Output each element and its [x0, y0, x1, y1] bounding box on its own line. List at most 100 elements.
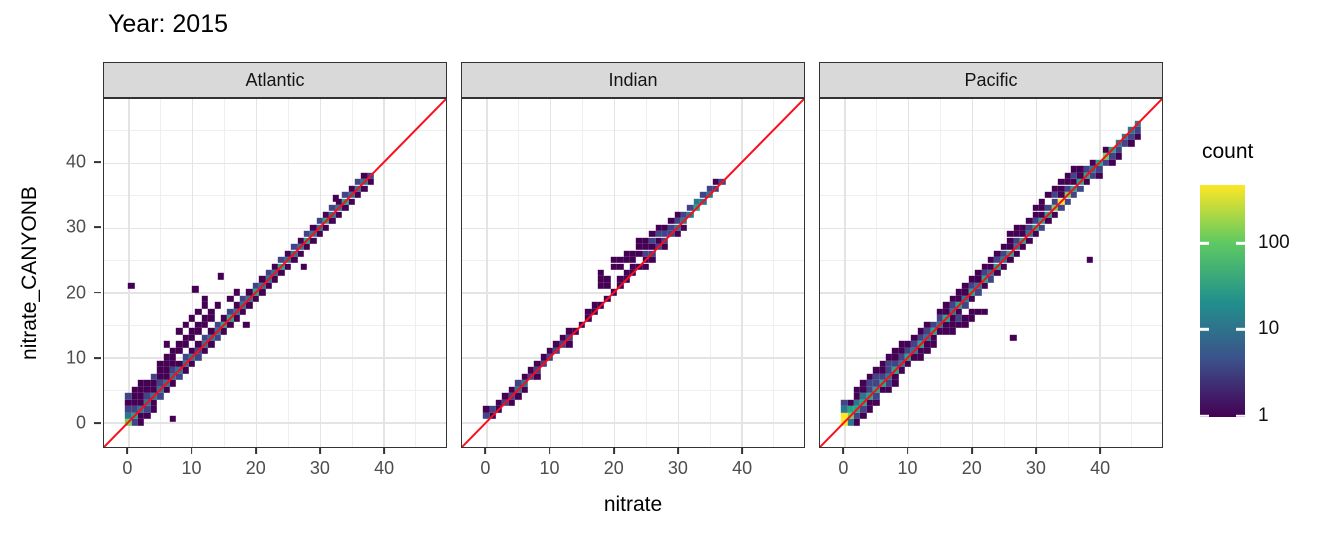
- count-bin: [335, 211, 342, 218]
- legend-tick-mark: [1200, 414, 1209, 418]
- grid-line: [677, 99, 680, 447]
- count-bin: [150, 406, 157, 413]
- count-bin: [604, 295, 611, 303]
- x-tick-mark: [548, 448, 551, 454]
- y-tick-label: 20: [65, 282, 86, 303]
- count-bin: [534, 367, 541, 374]
- count-bin: [278, 256, 285, 264]
- x-tick-mark: [906, 448, 909, 454]
- count-bin: [214, 321, 221, 329]
- count-bin: [163, 341, 170, 348]
- count-bin: [137, 419, 145, 426]
- count-bin: [923, 321, 931, 329]
- count-bin: [1038, 204, 1046, 212]
- count-bin: [1013, 250, 1020, 257]
- count-bin: [892, 380, 899, 387]
- grid-line: [820, 292, 1162, 294]
- count-bin: [348, 185, 355, 192]
- strip-indian: Indian: [461, 62, 805, 98]
- count-bin: [169, 415, 177, 423]
- count-bin: [521, 386, 528, 394]
- count-bin: [917, 354, 925, 361]
- count-bin: [144, 412, 151, 420]
- count-bin: [239, 295, 247, 303]
- count-bin: [1077, 185, 1084, 192]
- grid-line: [383, 99, 385, 447]
- count-bin: [898, 367, 905, 374]
- x-tick-label: 10: [897, 458, 918, 478]
- x-tick-mark: [254, 448, 257, 454]
- y-axis: 0 10 20 30 40: [0, 98, 101, 448]
- grid-line: [1035, 99, 1038, 447]
- count-bin: [860, 412, 867, 420]
- count-bin: [195, 341, 202, 348]
- count-bin: [860, 386, 867, 394]
- legend-tick-mark: [1200, 242, 1209, 245]
- count-bin: [847, 399, 854, 407]
- count-bin: [300, 263, 307, 270]
- strip-atlantic: Atlantic: [103, 62, 447, 98]
- grid-line: [613, 99, 616, 447]
- count-bin: [911, 334, 918, 342]
- count-bin: [329, 217, 336, 225]
- legend-tick-mark: [1236, 242, 1245, 245]
- count-bin: [866, 380, 873, 387]
- grid-line: [104, 324, 446, 326]
- count-bin: [617, 263, 624, 270]
- count-bin: [233, 302, 240, 309]
- count-bin: [214, 302, 221, 309]
- count-bin: [1000, 243, 1007, 251]
- count-bin: [163, 367, 170, 374]
- count-bin: [1128, 139, 1135, 147]
- grid-line: [908, 99, 910, 447]
- count-bin: [546, 354, 554, 361]
- count-bin: [182, 321, 189, 329]
- count-bin: [246, 302, 253, 309]
- count-bin: [949, 328, 956, 335]
- legend-colorbar: [1200, 185, 1245, 417]
- count-bin: [182, 367, 189, 374]
- count-bin: [144, 386, 151, 394]
- count-bin: [872, 393, 880, 400]
- count-bin: [1064, 178, 1071, 186]
- count-bin: [604, 276, 611, 283]
- count-bin: [674, 230, 681, 238]
- x-tick-label: 40: [732, 458, 753, 478]
- count-bin: [1026, 217, 1033, 225]
- count-bin: [1115, 146, 1122, 153]
- count-bin: [508, 399, 515, 407]
- count-bin: [195, 308, 202, 316]
- grid-line: [741, 99, 743, 447]
- count-bin: [1032, 230, 1039, 238]
- count-bin: [841, 406, 848, 413]
- count-bin: [629, 256, 637, 264]
- count-bin: [981, 263, 988, 270]
- count-bin: [182, 354, 189, 361]
- count-bin: [220, 328, 228, 335]
- count-bin: [207, 328, 215, 335]
- x-tick-mark: [190, 448, 193, 454]
- legend-tick-label: 1: [1258, 405, 1269, 427]
- count-bin: [1070, 172, 1078, 179]
- count-bin: [1096, 165, 1103, 173]
- strip-label-indian: Indian: [608, 69, 658, 90]
- count-bin: [233, 315, 240, 322]
- strip-pacific: Pacific: [819, 62, 1163, 98]
- count-bin: [578, 321, 586, 329]
- count-bin: [514, 393, 522, 400]
- x-tick-label: 30: [309, 458, 330, 478]
- x-tick-mark: [842, 448, 845, 454]
- count-bin: [687, 211, 694, 218]
- count-bin: [169, 354, 177, 361]
- grid-line: [415, 99, 417, 447]
- count-bin: [252, 282, 260, 290]
- grid-line: [462, 195, 804, 197]
- count-bin: [540, 360, 547, 368]
- count-bin: [1000, 263, 1007, 270]
- count-bin: [898, 347, 905, 355]
- count-bin: [719, 178, 726, 186]
- count-bin: [1019, 224, 1027, 231]
- count-bin: [892, 354, 899, 361]
- x-tick-mark: [383, 448, 385, 454]
- grid-line: [104, 260, 446, 261]
